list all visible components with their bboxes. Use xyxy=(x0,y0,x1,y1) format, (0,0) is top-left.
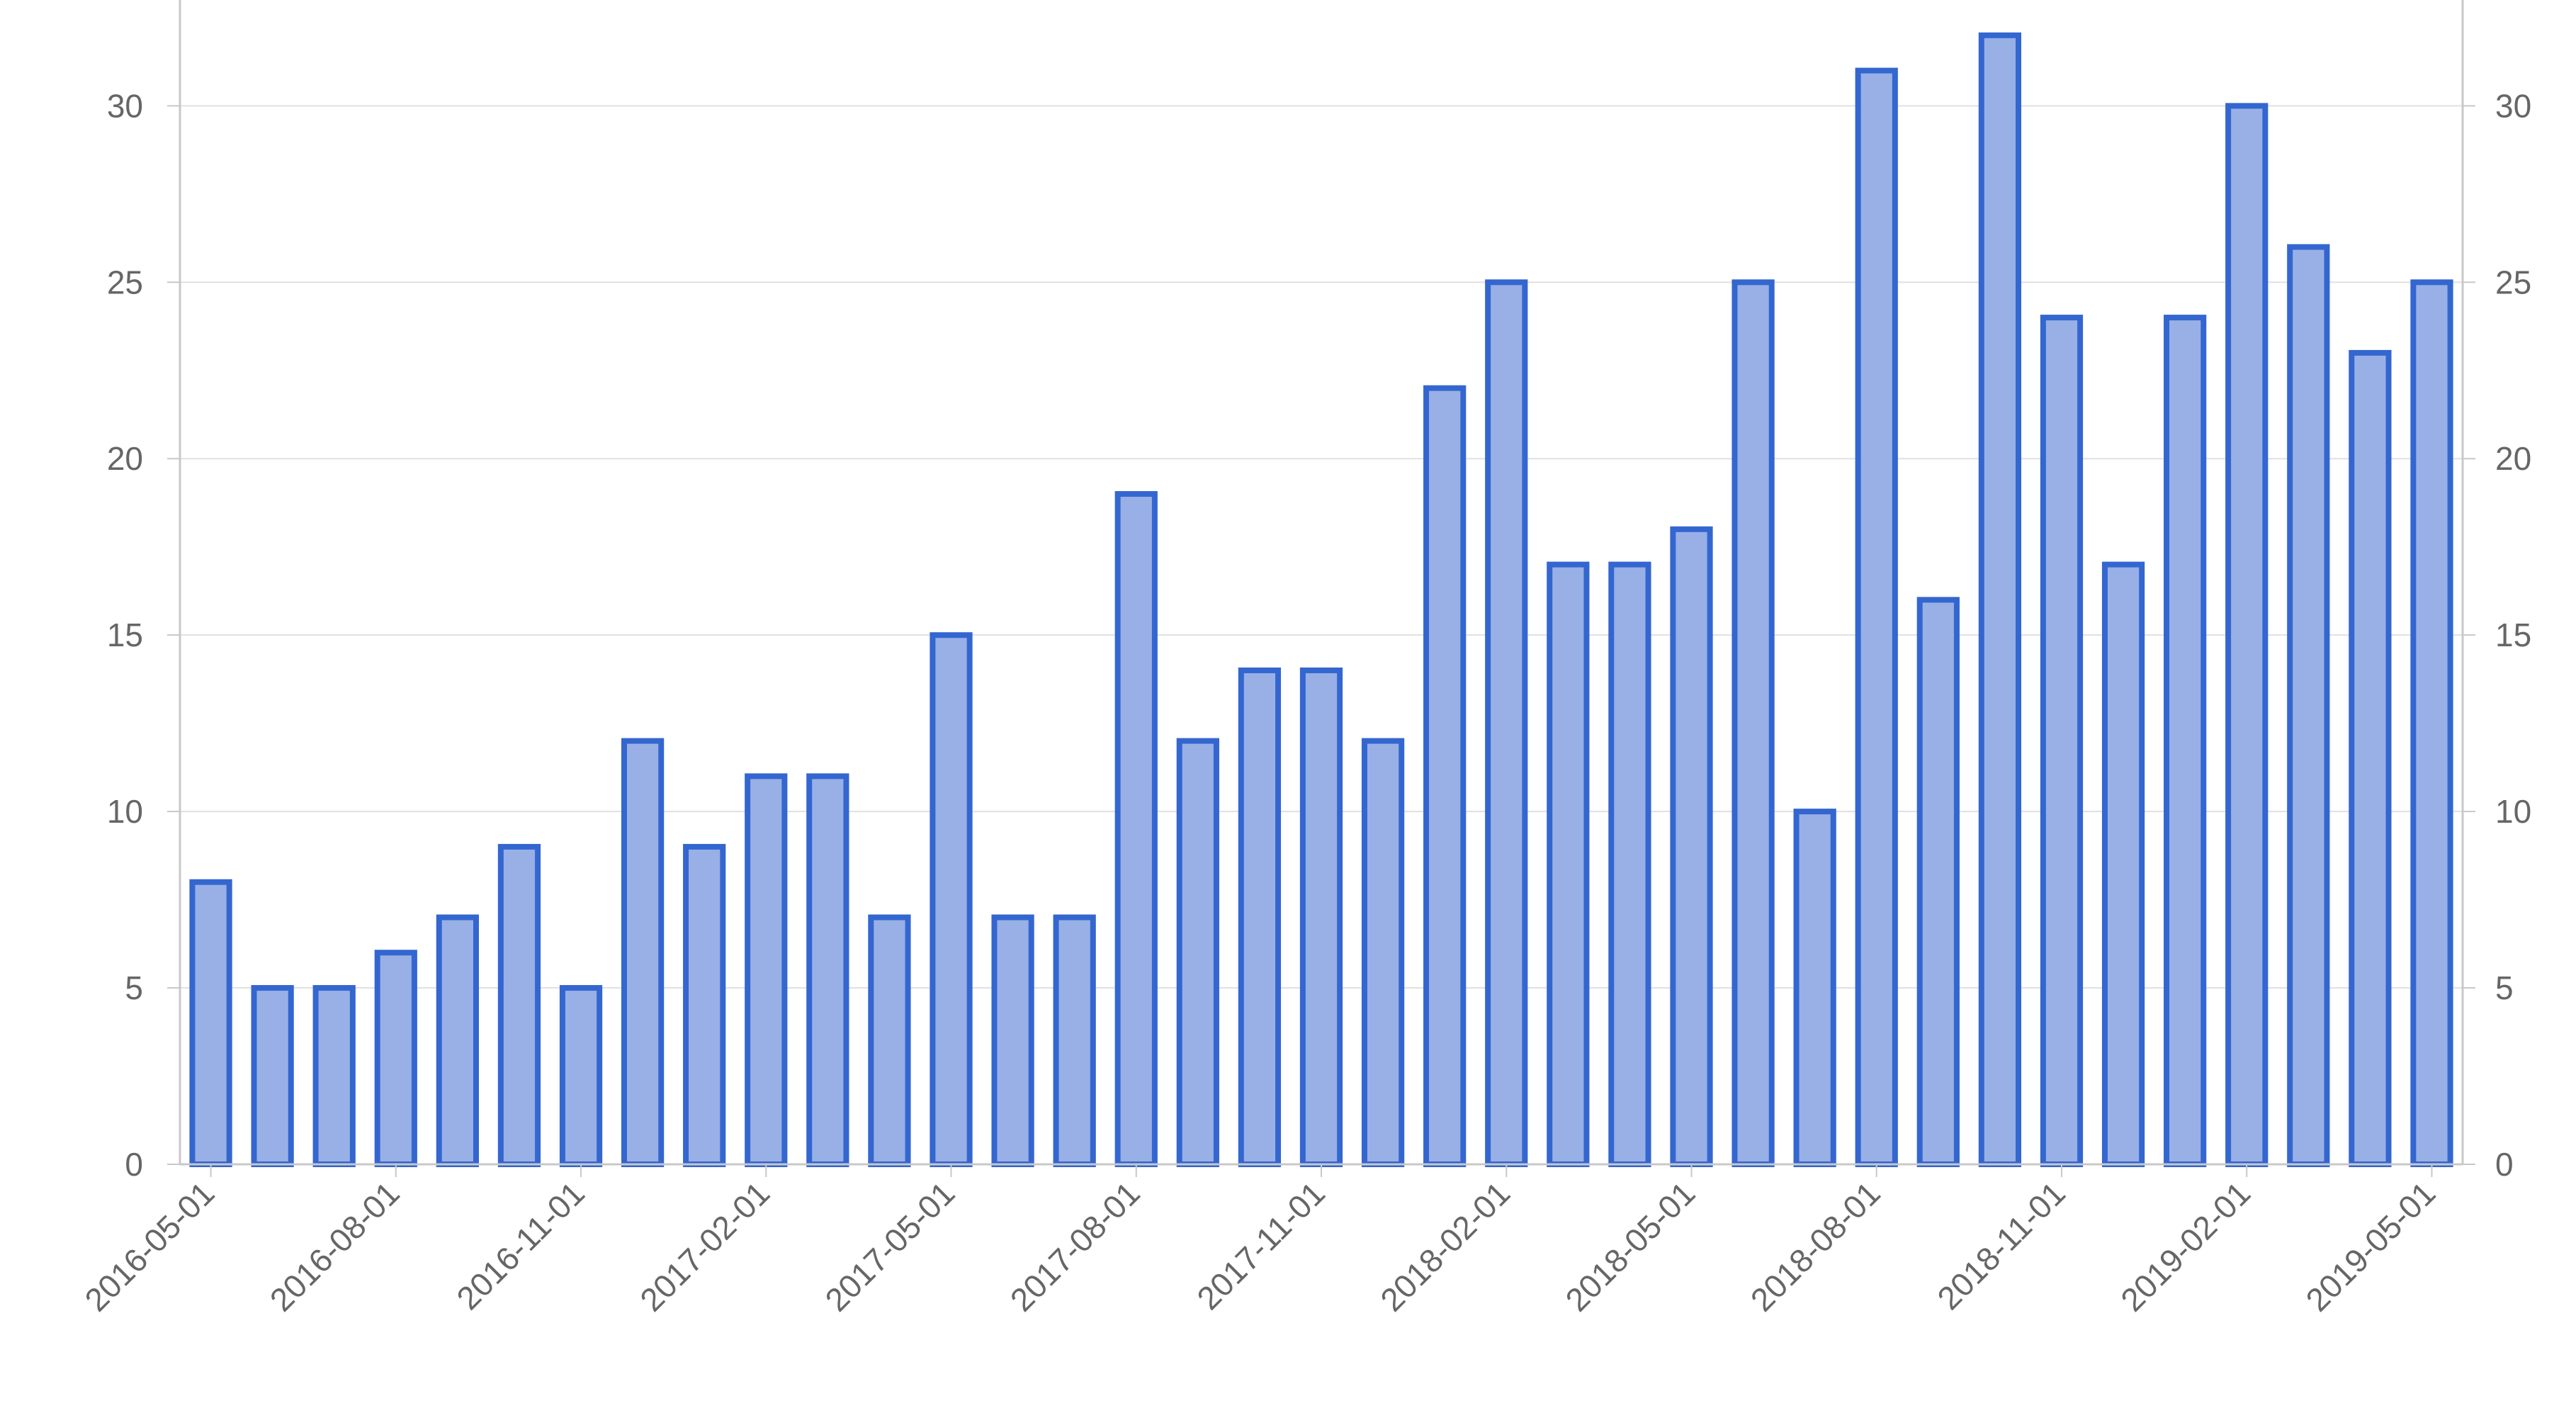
y-tick-label-left: 15 xyxy=(107,617,143,653)
bar-2018-04-01 xyxy=(1608,561,1651,1167)
y-tick-label-right: 30 xyxy=(2495,87,2531,124)
bar-2017-07-01 xyxy=(1053,914,1096,1167)
bar-2017-03-01 xyxy=(806,773,849,1168)
bar-2016-06-01 xyxy=(251,985,294,1167)
bar-2019-02-01 xyxy=(2225,103,2269,1167)
y-tick-label-left: 30 xyxy=(107,87,143,124)
bar-2018-08-01 xyxy=(1855,67,1898,1167)
bar-2019-03-01 xyxy=(2287,244,2330,1167)
bar-2016-08-01 xyxy=(374,950,417,1167)
y-tick-label-left: 20 xyxy=(107,440,143,477)
bar-2018-12-01 xyxy=(2101,561,2145,1167)
x-tick-label: 2018-08-01 xyxy=(1744,1174,1887,1318)
y-tick-label-left: 25 xyxy=(107,264,143,300)
x-tick-label: 2019-02-01 xyxy=(2113,1174,2257,1318)
y-tick-label-right: 10 xyxy=(2495,793,2531,830)
bar-2019-04-01 xyxy=(2349,349,2392,1167)
bar-2017-09-01 xyxy=(1176,738,1219,1167)
bar-2017-08-01 xyxy=(1114,491,1158,1167)
y-tick-label-left: 5 xyxy=(125,969,143,1006)
bar-2017-06-01 xyxy=(991,914,1034,1167)
bar-2016-09-01 xyxy=(436,914,479,1167)
bar-2017-02-01 xyxy=(745,773,788,1168)
bar-2019-05-01 xyxy=(2410,279,2453,1168)
bar-2018-10-01 xyxy=(1978,32,2022,1168)
x-axis-labels: 2016-05-01 2016-08-01 2016-11-01 2017-02-01… xyxy=(77,1174,2442,1318)
x-tick-label: 2017-02-01 xyxy=(633,1174,776,1318)
bar-2017-04-01 xyxy=(868,914,911,1167)
bar-2016-05-01 xyxy=(189,879,232,1168)
x-tick-label: 2018-11-01 xyxy=(1930,1174,2072,1317)
bar-2018-03-01 xyxy=(1547,561,1590,1167)
bars xyxy=(189,32,2453,1168)
bar-2017-05-01 xyxy=(930,632,973,1167)
bar-2017-10-01 xyxy=(1238,667,1282,1167)
bar-2019-01-01 xyxy=(2164,315,2207,1167)
y-tick-label-left: 0 xyxy=(125,1146,143,1183)
bar-2016-12-01 xyxy=(621,738,665,1167)
axes xyxy=(167,0,2475,1177)
x-tick-label: 2016-11-01 xyxy=(449,1174,592,1317)
bar-2017-12-01 xyxy=(1361,738,1405,1167)
bar-2018-05-01 xyxy=(1670,526,1713,1167)
x-tick-label: 2018-05-01 xyxy=(1558,1174,1702,1318)
bar-2018-07-01 xyxy=(1793,809,1836,1167)
bar-2018-06-01 xyxy=(1732,279,1775,1168)
y-axis-right-labels: 0 5 10 15 20 25 30 xyxy=(2495,87,2531,1183)
y-tick-label-right: 0 xyxy=(2495,1146,2514,1183)
x-tick-label: 2016-08-01 xyxy=(263,1174,407,1318)
y-axis-left-labels: 0 5 10 15 20 25 30 xyxy=(107,87,143,1183)
bar-2017-01-01 xyxy=(683,843,726,1167)
bar-2018-01-01 xyxy=(1423,385,1467,1168)
bar-2016-07-01 xyxy=(312,985,356,1167)
bar-2018-02-01 xyxy=(1485,279,1528,1168)
x-tick-label: 2019-05-01 xyxy=(2298,1174,2442,1318)
y-tick-label-right: 5 xyxy=(2495,969,2514,1006)
x-tick-label: 2016-05-01 xyxy=(77,1174,221,1318)
y-tick-label-right: 20 xyxy=(2495,440,2531,477)
x-tick-label: 2018-02-01 xyxy=(1373,1174,1517,1318)
x-tick-label: 2017-05-01 xyxy=(818,1174,961,1318)
y-tick-label-right: 15 xyxy=(2495,617,2531,653)
bar-2018-11-01 xyxy=(2040,315,2084,1167)
y-tick-label-right: 25 xyxy=(2495,264,2531,300)
bar-2017-11-01 xyxy=(1299,667,1343,1167)
bar-2016-11-01 xyxy=(559,985,603,1167)
bar-2018-09-01 xyxy=(1916,597,1960,1167)
x-tick-label: 2017-11-01 xyxy=(1190,1174,1332,1317)
y-tick-label-left: 10 xyxy=(107,793,143,830)
x-tick-label: 2017-08-01 xyxy=(1003,1174,1147,1318)
bar-2016-10-01 xyxy=(497,843,541,1167)
